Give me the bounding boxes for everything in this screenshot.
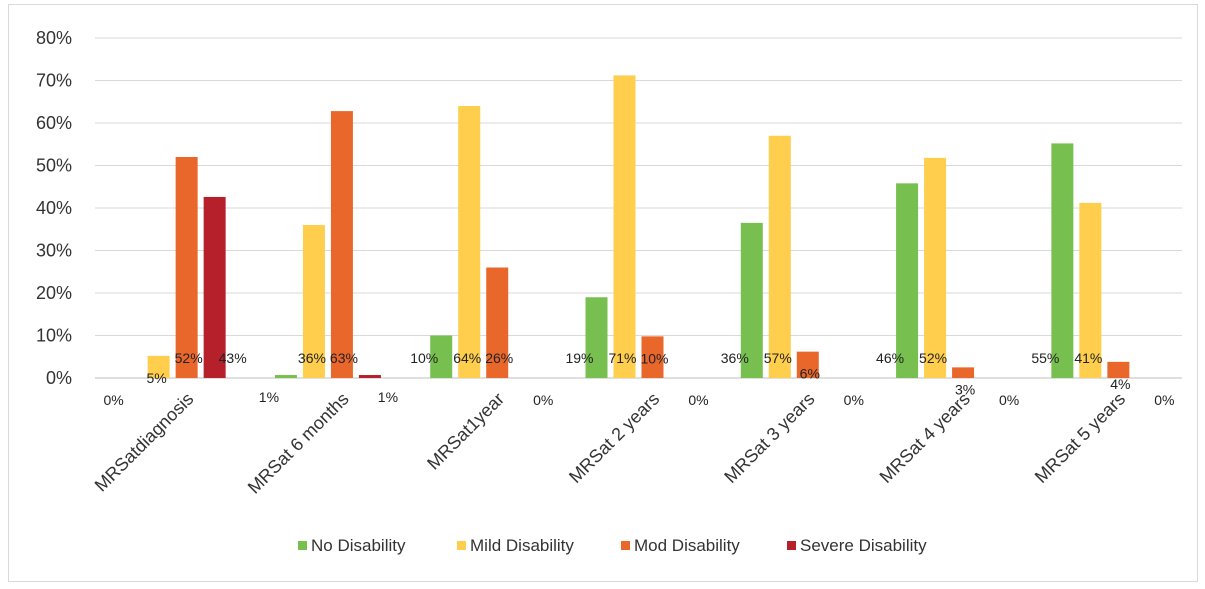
data-label: 36% — [298, 350, 326, 366]
bar-mod-disability — [330, 111, 353, 378]
data-label: 26% — [485, 350, 513, 366]
bar-mod-disability — [175, 157, 198, 378]
x-category-label: MRSat 4 years — [876, 389, 974, 487]
data-label: 0% — [104, 392, 124, 408]
legend-label: Mild Disability — [470, 536, 574, 555]
data-label: 5% — [147, 370, 167, 386]
bar-no-disability — [740, 222, 763, 378]
bar-mild-disability — [1079, 202, 1102, 378]
bar-no-disability — [274, 375, 297, 378]
bar-no-disability — [430, 335, 453, 378]
data-label: 1% — [259, 389, 279, 405]
data-label: 10% — [410, 350, 438, 366]
legend-swatch — [298, 541, 307, 550]
bar-severe-disability — [358, 375, 381, 378]
data-label: 41% — [1074, 350, 1102, 366]
bar-mod-disability — [1107, 361, 1130, 378]
bar-mild-disability — [924, 157, 947, 378]
bar-mild-disability — [768, 135, 791, 378]
data-label: 46% — [876, 350, 904, 366]
x-category-label: MRSat 5 years — [1031, 389, 1129, 487]
y-tick-label: 0% — [46, 368, 72, 388]
bar-mod-disability — [796, 351, 819, 378]
y-tick-label: 70% — [36, 71, 72, 91]
y-tick-label: 20% — [36, 283, 72, 303]
data-label: 52% — [919, 350, 947, 366]
x-category-label: MRSat1year — [423, 389, 508, 474]
data-label: 0% — [844, 392, 864, 408]
data-label: 0% — [688, 392, 708, 408]
legend-label: No Disability — [311, 536, 406, 555]
y-tick-label: 60% — [36, 113, 72, 133]
data-label: 57% — [764, 350, 792, 366]
x-category-label: MRSat 3 years — [720, 389, 818, 487]
data-label: 43% — [219, 350, 247, 366]
bar-mild-disability — [458, 106, 481, 378]
data-label: 36% — [721, 350, 749, 366]
data-label: 0% — [533, 392, 553, 408]
data-label: 0% — [999, 392, 1019, 408]
data-label: 6% — [800, 366, 820, 382]
data-label: 3% — [955, 381, 975, 397]
bar-mild-disability — [302, 225, 325, 378]
bar-no-disability — [585, 297, 608, 378]
data-label: 4% — [1110, 376, 1130, 392]
data-label: 10% — [640, 350, 668, 366]
bar-severe-disability — [203, 196, 226, 378]
y-tick-label: 10% — [36, 326, 72, 346]
data-label: 63% — [330, 350, 358, 366]
bar-no-disability — [1051, 143, 1074, 378]
data-label: 1% — [378, 389, 398, 405]
bar-mod-disability — [486, 267, 509, 378]
data-label: 19% — [565, 350, 593, 366]
data-label: 52% — [175, 350, 203, 366]
bar-mild-disability — [613, 75, 636, 379]
bar-mod-disability — [952, 367, 975, 378]
data-label: 71% — [608, 350, 636, 366]
y-tick-label: 40% — [36, 198, 72, 218]
bar-no-disability — [896, 183, 919, 378]
data-label: 0% — [1154, 392, 1174, 408]
y-tick-label: 30% — [36, 241, 72, 261]
y-tick-label: 80% — [36, 28, 72, 48]
data-label: 64% — [453, 350, 481, 366]
legend-swatch — [621, 541, 630, 550]
legend-swatch — [787, 541, 796, 550]
x-category-label: MRSat 2 years — [565, 389, 663, 487]
legend-label: Severe Disability — [800, 536, 927, 555]
legend-label: Mod Disability — [634, 536, 740, 555]
bar-mild-disability — [147, 355, 170, 378]
y-tick-label: 50% — [36, 156, 72, 176]
bar-mod-disability — [641, 336, 664, 378]
data-label: 55% — [1031, 350, 1059, 366]
legend-swatch — [457, 541, 466, 550]
